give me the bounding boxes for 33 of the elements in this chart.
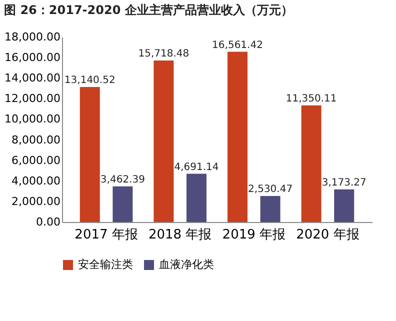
data-label: 11,350.11 (286, 93, 337, 104)
bar (228, 52, 248, 222)
data-label: 4,691.14 (174, 162, 219, 173)
y-tick-label: 16,000.00 (4, 51, 60, 64)
y-tick-label: 6,000.00 (12, 154, 60, 167)
y-tick-label: 4,000.00 (12, 174, 60, 188)
legend-label: 安全输注类 (78, 258, 133, 271)
legend-label: 血液净化类 (159, 258, 214, 271)
data-label: 15,718.48 (138, 48, 190, 60)
x-tick-label: 2019 年报 (222, 228, 286, 242)
bar (112, 186, 133, 222)
data-label: 16,561.42 (212, 40, 263, 51)
data-label: 3,173.27 (322, 177, 366, 188)
y-tick-label: 10,000.00 (4, 112, 60, 126)
bar (260, 196, 280, 222)
data-label: 2,530.47 (248, 184, 293, 195)
y-tick-label: 8,000.00 (12, 133, 60, 146)
chart-title: 图 26：2017-2020 企业主营产品营业收入（万元） (4, 3, 293, 17)
data-label: 13,140.52 (64, 74, 116, 86)
y-tick-label: 18,000.00 (4, 30, 60, 44)
y-tick-label: 0.00 (36, 216, 60, 228)
bar (334, 189, 354, 222)
x-tick-label: 2018 年报 (148, 228, 212, 242)
bar (154, 60, 174, 222)
y-tick-label: 12,000.00 (4, 92, 60, 106)
y-tick-label: 2,000.00 (12, 194, 60, 208)
y-tick-label: 14,000.00 (4, 72, 60, 85)
x-tick-label: 2017 年报 (74, 228, 138, 242)
bar (301, 105, 322, 222)
bar (186, 174, 206, 222)
bar (80, 86, 100, 222)
data-label: 3,462.39 (100, 174, 145, 186)
x-tick-label: 2020 年报 (296, 228, 360, 242)
